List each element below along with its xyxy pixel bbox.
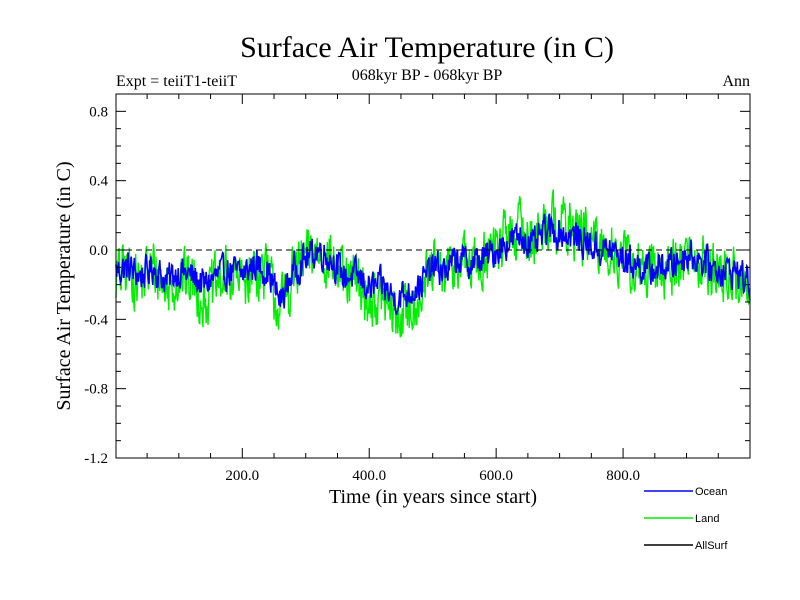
y-tick-label: -0.8: [84, 382, 108, 398]
x-tick-label: 600.0: [479, 468, 513, 484]
y-tick-label: 0.0: [89, 243, 108, 259]
y-axis-label: Surface Air Temperature (in C): [53, 161, 75, 410]
chart-subtitle: 068kyr BP - 068kyr BP: [352, 67, 503, 84]
x-tick-label: 200.0: [225, 468, 259, 484]
legend-label-allsurf: AllSurf: [695, 540, 728, 552]
header-left: Expt = teiiT1-teiiT: [116, 73, 237, 90]
y-tick-label: 0.4: [89, 174, 108, 190]
header-right: Ann: [722, 73, 750, 90]
chart-title: Surface Air Temperature (in C): [240, 31, 614, 64]
tick-layer: 200.0 400.0 600.0 800.0 -1.2 -0.8 -0.4 0.0 0.4 0.…: [84, 93, 750, 484]
legend-item-ocean: Ocean: [644, 486, 727, 498]
y-tick-label: -1.2: [84, 451, 108, 467]
x-tick-label: 800.0: [606, 468, 640, 484]
y-tick-label: -0.4: [84, 312, 108, 328]
x-tick-label: 400.0: [352, 468, 386, 484]
x-axis-label: Time (in years since start): [329, 486, 537, 508]
series-line-ocean: [115, 213, 751, 315]
legend-label-land: Land: [695, 513, 719, 525]
series-layer: [115, 189, 751, 338]
legend-label-ocean: Ocean: [695, 486, 727, 498]
legend-item-allsurf: AllSurf: [644, 540, 728, 552]
y-tick-label: 0.8: [89, 104, 108, 120]
legend: Ocean Land AllSurf: [644, 486, 728, 552]
legend-item-land: Land: [644, 513, 719, 525]
